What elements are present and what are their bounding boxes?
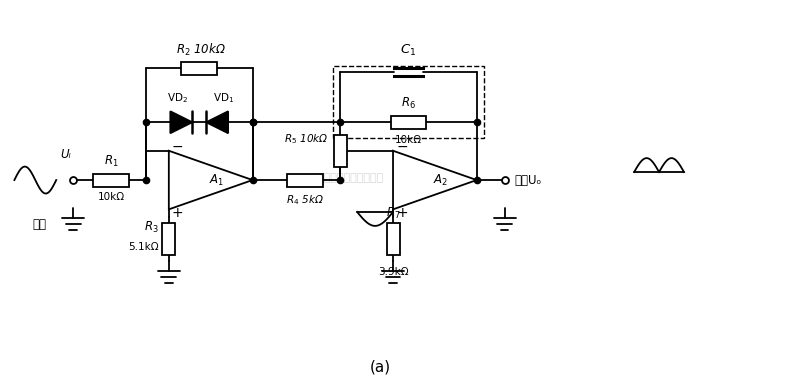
Text: $R_6$: $R_6$ [401, 96, 416, 111]
Text: 3.9kΩ: 3.9kΩ [378, 267, 408, 277]
Text: −: − [172, 140, 184, 154]
Text: 5.1kΩ: 5.1kΩ [128, 242, 159, 252]
Text: 输入: 输入 [32, 218, 46, 231]
Text: VD$_2$: VD$_2$ [166, 92, 188, 105]
Text: +: + [172, 206, 184, 220]
Text: VD$_1$: VD$_1$ [213, 92, 234, 105]
Text: $A_1$: $A_1$ [209, 172, 224, 188]
Text: 输出Uₒ: 输出Uₒ [514, 174, 542, 186]
Bar [93, 174, 129, 186]
Bar [287, 174, 323, 186]
Text: $R_5$ 10kΩ: $R_5$ 10kΩ [284, 132, 328, 146]
Text: $C_1$: $C_1$ [400, 43, 417, 58]
Bar [390, 116, 426, 129]
Text: $R_2$ 10kΩ: $R_2$ 10kΩ [176, 43, 226, 58]
Bar [386, 223, 399, 255]
Text: 10kΩ: 10kΩ [98, 192, 125, 202]
Text: (a): (a) [370, 360, 390, 375]
Text: 杭州将睿科技有限公司: 杭州将睿科技有限公司 [317, 173, 383, 183]
Text: $A_2$: $A_2$ [434, 172, 449, 188]
Polygon shape [206, 111, 228, 133]
Bar [162, 223, 175, 255]
Text: $R_7$: $R_7$ [386, 206, 400, 221]
Bar [182, 62, 217, 75]
Bar [334, 135, 346, 167]
Text: Uᵢ: Uᵢ [60, 148, 71, 161]
Text: −: − [396, 140, 408, 154]
Bar [334, 66, 484, 138]
Text: +: + [396, 206, 408, 220]
Polygon shape [170, 111, 192, 133]
Text: $R_4$ 5kΩ: $R_4$ 5kΩ [286, 193, 324, 207]
Text: 10kΩ: 10kΩ [395, 135, 422, 145]
Text: $R_1$: $R_1$ [104, 154, 118, 169]
Text: $R_3$: $R_3$ [144, 220, 159, 235]
